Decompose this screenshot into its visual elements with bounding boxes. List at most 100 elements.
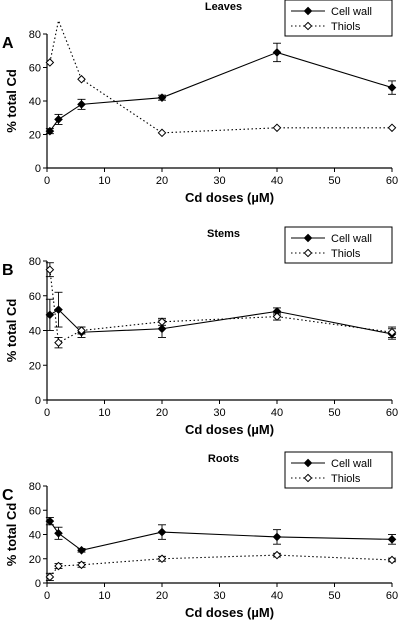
data-point: [157, 317, 167, 327]
data-point: [272, 550, 282, 560]
data-point: [387, 83, 397, 92]
data-point: [272, 123, 282, 133]
legend: Cell wall Thiols: [284, 451, 393, 489]
panel-title: Leaves: [205, 1, 242, 13]
y-axis-label: % total Cd: [4, 503, 19, 567]
x-tick-label: 10: [98, 590, 110, 602]
y-axis-label: % total Cd: [4, 69, 19, 133]
data-point: [272, 312, 282, 321]
legend-label: Thiols: [331, 248, 361, 260]
data-point: [157, 554, 167, 564]
legend-label: Thiols: [331, 21, 361, 33]
x-tick-label: 60: [386, 590, 398, 602]
y-tick-label: 40: [29, 530, 41, 542]
panel-label: A: [2, 35, 14, 52]
data-point: [77, 326, 86, 335]
series-line: [49, 18, 392, 134]
y-tick-label: 0: [35, 395, 41, 407]
y-tick-label: 80: [29, 29, 41, 41]
data-point: [77, 74, 86, 84]
y-tick-label: 20: [29, 130, 41, 142]
x-tick-label: 50: [328, 175, 340, 187]
y-tick-label: 40: [29, 326, 41, 338]
x-tick-label: 50: [328, 407, 340, 419]
data-point: [157, 93, 167, 102]
legend-label: Thiols: [331, 473, 361, 485]
series-line: [49, 554, 392, 578]
data-point: [45, 516, 55, 526]
panel-label: C: [2, 487, 14, 504]
data-point: [54, 338, 63, 347]
data-point: [387, 123, 397, 133]
data-point: [54, 115, 63, 124]
panel-title: Stems: [207, 228, 240, 240]
panel-label: B: [2, 262, 14, 279]
data-point: [272, 48, 282, 57]
data-point: [157, 128, 167, 138]
x-tick-label: 30: [213, 407, 225, 419]
legend-marker: [303, 21, 313, 31]
x-tick-label: 40: [271, 175, 283, 187]
data-point: [54, 561, 63, 571]
data-point: [45, 265, 55, 274]
legend-marker: [303, 458, 313, 468]
series-thiols: [45, 18, 397, 138]
data-point: [45, 58, 55, 67]
x-tick-label: 30: [213, 175, 225, 187]
panel-title: Roots: [208, 453, 239, 465]
chart-panel-a: 0 10 20 30 40 50 60 0 20 40 60 80 Cd doses (µM) % tot…: [2, 0, 398, 205]
legend-marker: [303, 248, 313, 258]
y-tick-label: 60: [29, 291, 41, 303]
y-tick-label: 0: [35, 578, 41, 590]
x-axis-label: Cd doses (µM): [185, 605, 274, 620]
x-tick-label: 40: [271, 590, 283, 602]
data-point: [77, 100, 86, 109]
data-point: [387, 327, 397, 337]
y-tick-label: 60: [29, 505, 41, 517]
legend-marker: [303, 233, 313, 243]
series-cell-wall: [45, 516, 397, 555]
x-tick-label: 0: [44, 407, 50, 419]
chart-panel-b: 0 10 20 30 40 50 60 0 20 40 60 80 Cd doses (µM) % tot…: [2, 226, 398, 437]
data-point: [157, 324, 167, 334]
data-point: [54, 528, 63, 538]
y-tick-label: 60: [29, 63, 41, 75]
y-axis-label: % total Cd: [4, 299, 19, 363]
legend-label: Cell wall: [331, 233, 372, 245]
data-point: [45, 126, 55, 136]
x-tick-label: 0: [44, 175, 50, 187]
legend-marker: [303, 6, 313, 16]
legend-box: [284, 0, 393, 37]
data-point: [387, 535, 397, 544]
chart-panel-c: 0 10 20 30 40 50 60 0 20 40 60 80 Cd doses (µM) % tot…: [2, 451, 398, 620]
x-axis-label: Cd doses (µM): [185, 190, 274, 205]
y-tick-label: 20: [29, 554, 41, 566]
legend-label: Cell wall: [331, 6, 372, 18]
x-tick-label: 10: [98, 175, 110, 187]
series-thiols: [45, 262, 397, 349]
legend-marker: [303, 473, 313, 483]
data-point: [45, 572, 55, 582]
series-cell-wall: [45, 291, 397, 340]
data-point: [272, 532, 282, 542]
series-line: [49, 308, 392, 335]
series-line: [49, 520, 392, 551]
legend-label: Cell wall: [331, 458, 372, 470]
x-tick-label: 40: [271, 407, 283, 419]
series-cell-wall: [45, 42, 397, 136]
legend-box: [284, 451, 393, 489]
legend: Cell wall Thiols: [284, 226, 393, 264]
y-tick-label: 0: [35, 163, 41, 175]
legend: Cell wall Thiols: [284, 0, 393, 37]
data-point: [157, 527, 167, 537]
data-point: [54, 305, 63, 314]
series-thiols: [45, 550, 397, 582]
y-tick-label: 80: [29, 256, 41, 268]
x-axis-label: Cd doses (µM): [185, 422, 274, 437]
data-point: [45, 310, 55, 320]
x-tick-label: 60: [386, 175, 398, 187]
x-tick-label: 20: [156, 407, 168, 419]
data-point: [77, 545, 86, 555]
x-tick-label: 60: [386, 407, 398, 419]
